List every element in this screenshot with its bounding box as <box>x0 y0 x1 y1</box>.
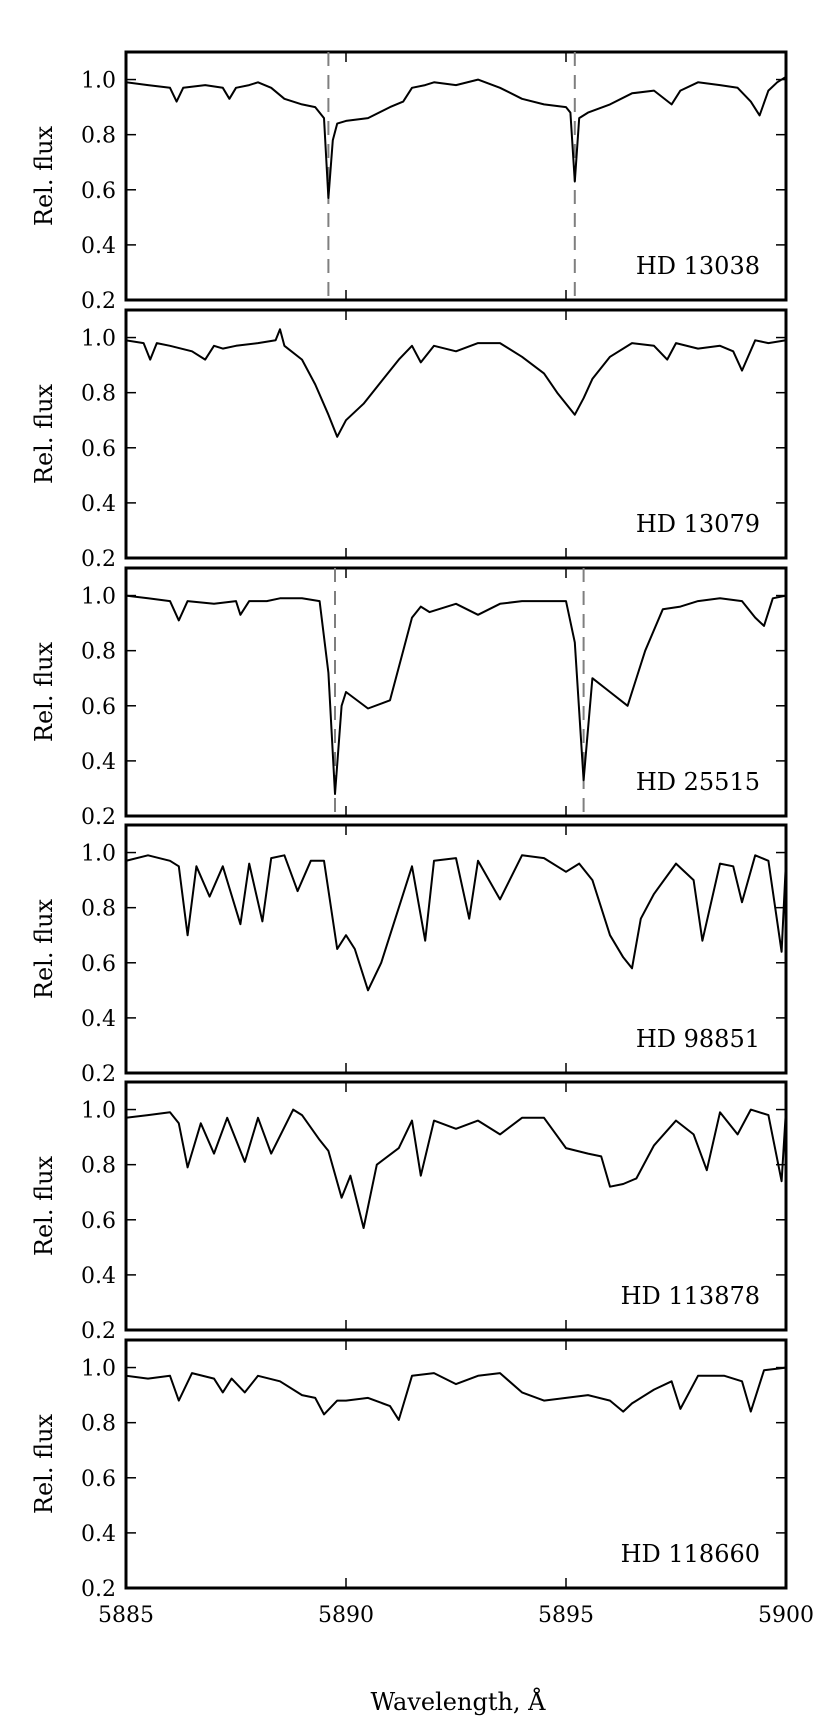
x-tick-label: 5895 <box>538 1603 594 1628</box>
x-axis-title: Wavelength, Å <box>370 1687 546 1716</box>
y-tick-label: 0.2 <box>81 1062 116 1087</box>
x-tick-label: 5885 <box>98 1603 154 1628</box>
x-axis: 5885 5890 5895 5900 <box>98 1603 814 1628</box>
x-tick-label: 5890 <box>318 1603 374 1628</box>
y-tick-label: 0.2 <box>81 1577 116 1602</box>
star-label: HD 13038 <box>636 252 760 280</box>
spectrum-panel: 0.2 0.4 0.6 0.8 1.0 Rel. flux HD 113878 <box>30 1080 788 1344</box>
spectrum-line <box>125 594 787 795</box>
spectrum-line <box>125 75 787 199</box>
y-tick-label: 0.6 <box>81 695 116 720</box>
spectrum-panel: 0.2 0.4 0.6 0.8 1.0 Rel. flux HD 98851 <box>30 823 788 1087</box>
spectrum-line <box>125 1366 787 1421</box>
y-tick-label: 0.4 <box>81 492 116 517</box>
y-tick-label: 1.0 <box>81 585 116 610</box>
spectrum-panel: 0.2 0.4 0.6 0.8 1.0 Rel. flux HD 25515 <box>30 566 788 830</box>
spectrum-panel: 0.2 0.4 0.6 0.8 1.0 Rel. flux HD 13079 <box>30 308 788 572</box>
y-tick-label: 0.4 <box>81 234 116 259</box>
y-tick-label: 0.6 <box>81 1467 116 1492</box>
y-tick-label: 0.4 <box>81 750 116 775</box>
spectrum-line <box>125 1108 787 1229</box>
panel-frame <box>124 50 788 302</box>
spectrum-panel: 0.2 0.4 0.6 0.8 1.0 Rel. flux HD 118660 <box>30 1338 788 1602</box>
x-tick-label: 5900 <box>758 1603 814 1628</box>
y-tick-label: 0.8 <box>81 897 116 922</box>
star-label: HD 13079 <box>636 510 760 538</box>
spectrum-panel: 0.2 0.4 0.6 0.8 1.0 Rel. flux HD 13038 <box>30 50 788 314</box>
panel-frame <box>124 566 788 818</box>
y-tick-label: 1.0 <box>81 842 116 867</box>
y-tick-label: 0.8 <box>81 1412 116 1437</box>
y-tick-label: 0.4 <box>81 1264 116 1289</box>
y-tick-label: 1.0 <box>81 1099 116 1124</box>
y-axis-title: Rel. flux <box>30 641 58 742</box>
y-axis-title: Rel. flux <box>30 125 58 226</box>
star-label: HD 113878 <box>621 1282 760 1310</box>
y-tick-label: 0.8 <box>81 124 116 149</box>
y-tick-label: 1.0 <box>81 69 116 94</box>
panel-frame <box>124 823 788 1075</box>
y-axis-title: Rel. flux <box>30 1413 58 1514</box>
spectrum-line <box>125 854 787 992</box>
y-tick-label: 0.6 <box>81 952 116 977</box>
y-tick-label: 0.8 <box>81 640 116 665</box>
y-axis-title: Rel. flux <box>30 383 58 484</box>
y-tick-label: 0.2 <box>81 1319 116 1344</box>
y-tick-label: 0.6 <box>81 1209 116 1234</box>
y-tick-label: 0.6 <box>81 179 116 204</box>
panel-frame <box>124 308 788 560</box>
star-label: HD 118660 <box>621 1540 760 1568</box>
y-tick-label: 0.2 <box>81 805 116 830</box>
y-tick-label: 0.6 <box>81 437 116 462</box>
y-tick-label: 0.2 <box>81 289 116 314</box>
y-axis-title: Rel. flux <box>30 898 58 999</box>
star-label: HD 98851 <box>636 1025 760 1053</box>
star-label: HD 25515 <box>636 768 760 796</box>
y-axis-title: Rel. flux <box>30 1155 58 1256</box>
panel-frame <box>124 1080 788 1332</box>
y-tick-label: 1.0 <box>81 327 116 352</box>
spectrum-line <box>125 328 787 438</box>
y-tick-label: 0.2 <box>81 547 116 572</box>
y-tick-label: 0.8 <box>81 1154 116 1179</box>
y-tick-label: 0.4 <box>81 1007 116 1032</box>
y-tick-label: 1.0 <box>81 1357 116 1382</box>
panel-frame <box>124 1338 788 1590</box>
y-tick-label: 0.4 <box>81 1522 116 1547</box>
y-tick-label: 0.8 <box>81 382 116 407</box>
